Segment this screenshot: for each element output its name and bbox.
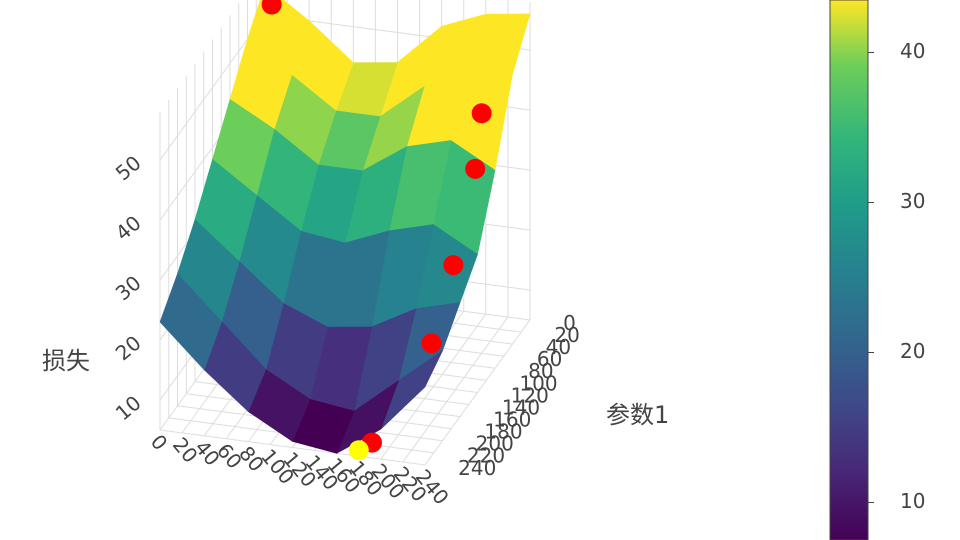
y-tick-label: 240 xyxy=(458,456,496,480)
y-tick-label: 220 xyxy=(467,444,505,468)
trial-point xyxy=(421,333,442,354)
y-tick-label: 80 xyxy=(528,359,553,383)
trial-point xyxy=(471,103,492,124)
z-axis-title: 损失 xyxy=(42,347,90,375)
z-tick-label: 50 xyxy=(111,151,146,186)
y-tick-label: 40 xyxy=(546,335,571,359)
y-tick-label: 60 xyxy=(537,347,562,371)
colorbar-tick-label: 40 xyxy=(900,39,925,63)
colorbar xyxy=(829,0,869,540)
best-point xyxy=(348,440,369,461)
y-tick-label: 100 xyxy=(519,371,557,395)
y-tick-label: 0 xyxy=(563,311,576,335)
colorbar-tick-label: 20 xyxy=(900,339,925,363)
scene: 0204060801001201401601802002202400204060… xyxy=(111,0,580,509)
colorbar-tick-label: 10 xyxy=(900,489,925,513)
y-tick-label: 140 xyxy=(502,395,540,419)
trial-point xyxy=(465,158,486,179)
y-tick-label: 20 xyxy=(554,323,579,347)
y-tick-label: 200 xyxy=(476,432,514,456)
y-tick-label: 120 xyxy=(511,383,549,407)
trial-point xyxy=(261,0,282,15)
colorbar-tick-label: 30 xyxy=(900,189,925,213)
z-tick-label: 10 xyxy=(111,391,146,426)
surface-patch xyxy=(159,273,223,371)
z-tick-label: 40 xyxy=(111,211,146,246)
y-tick-label: 180 xyxy=(484,420,522,444)
trial-point xyxy=(443,255,464,276)
y-grid-line xyxy=(159,429,426,466)
z-tick-label: 30 xyxy=(111,271,146,306)
z-tick-label: 20 xyxy=(111,331,146,366)
y-tick-label: 160 xyxy=(493,407,531,431)
x-tick-label: 0 xyxy=(146,430,173,455)
y-axis-title: 参数1 xyxy=(606,401,669,429)
